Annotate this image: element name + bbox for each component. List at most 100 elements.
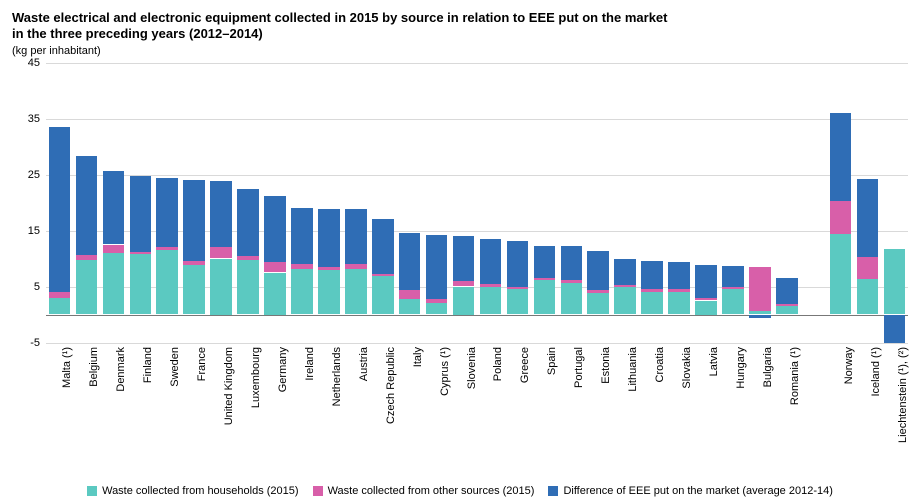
bar-segment-other: [372, 274, 394, 277]
y-tick-label: 35: [28, 113, 46, 125]
bar-segment-other: [49, 292, 71, 298]
x-axis-label: Norway: [841, 343, 855, 384]
bar-segment-households: [426, 303, 448, 315]
bar-segment-diff: [453, 236, 475, 281]
bar-slot: Belgium: [73, 63, 100, 343]
bar-segment-other: [587, 290, 609, 293]
y-tick-label: -5: [30, 337, 46, 349]
bar-segment-households: [372, 276, 394, 314]
bar-slot: Greece: [504, 63, 531, 343]
bar-segment-households: [156, 250, 178, 315]
bar-segment-other: [614, 285, 636, 287]
bar-segment-households: [614, 287, 636, 314]
bar-segment-diff: [776, 278, 798, 304]
x-axis-label: Romania (¹): [787, 343, 801, 405]
bar-slot: Slovenia: [450, 63, 477, 343]
bar-slot: Malta (¹): [46, 63, 73, 343]
x-axis-label: Belgium: [86, 343, 100, 387]
bar-segment-diff: [857, 179, 879, 257]
legend-swatch: [313, 486, 323, 496]
plot-area: -5515253545Malta (¹)BelgiumDenmarkFinlan…: [46, 63, 908, 343]
bar-slot: Denmark: [100, 63, 127, 343]
bar-segment-diff: [264, 196, 286, 262]
bar-segment-diff: [399, 233, 421, 290]
x-axis-label: Denmark: [113, 343, 127, 392]
bar-slot: Estonia: [585, 63, 612, 343]
bar-segment-other: [480, 284, 502, 287]
bar-slot: Slovakia: [666, 63, 693, 343]
bar-slot: Finland: [127, 63, 154, 343]
bar-segment-other: [668, 289, 690, 292]
bar-slot: Italy: [396, 63, 423, 343]
chart-container: Waste electrical and electronic equipmen…: [0, 0, 920, 503]
bar-segment-other: [76, 255, 98, 259]
bar-segment-households: [884, 249, 906, 315]
legend-swatch: [548, 486, 558, 496]
bar-segment-diff: [534, 246, 556, 278]
bar-segment-households: [830, 234, 852, 314]
bar-segment-diff: [210, 181, 232, 247]
x-axis-label: Netherlands: [329, 343, 343, 406]
bar-segment-other: [507, 287, 529, 289]
bar-segment-households: [776, 306, 798, 314]
bar-segment-households: [857, 279, 879, 315]
x-axis-label: Finland: [140, 343, 154, 383]
bar-slot: Ireland: [288, 63, 315, 343]
bar-segment-households: [237, 260, 259, 315]
bar-segment-diff: [291, 208, 313, 264]
bar-segment-diff: [830, 113, 852, 201]
x-axis-label: Estonia: [598, 343, 612, 384]
bar-segment-households: [318, 270, 340, 315]
bar-segment-households: [561, 283, 583, 314]
bar-segment-households: [264, 273, 286, 315]
bar-segment-diff: [507, 241, 529, 287]
x-axis-label: Hungary: [733, 343, 747, 389]
bar-slot: Cyprus (¹): [423, 63, 450, 343]
bar-segment-other: [183, 261, 205, 265]
x-axis-label: Croatia: [652, 343, 666, 382]
bar-segment-other: [291, 264, 313, 269]
bar-segment-households: [722, 289, 744, 314]
bar-segment-other: [426, 299, 448, 302]
bar-segment-households: [49, 298, 71, 315]
bar-segment-households: [291, 269, 313, 314]
legend-label: Waste collected from other sources (2015…: [328, 485, 535, 497]
x-axis-label: Spain: [544, 343, 558, 375]
bar-slot: United Kingdom: [208, 63, 235, 343]
x-axis-label: Poland: [490, 343, 504, 381]
legend-label: Waste collected from households (2015): [102, 485, 298, 497]
bar-segment-households: [507, 289, 529, 314]
bar-segment-households: [534, 280, 556, 315]
bar-segment-other: [561, 280, 583, 283]
bar-segment-other: [641, 289, 663, 291]
bar-segment-households: [399, 299, 421, 315]
bar-segment-diff: [76, 156, 98, 255]
bar-segment-other: [345, 264, 367, 269]
bar-segment-diff: [49, 127, 71, 292]
bar-segment-other: [830, 201, 852, 234]
bar-segment-other: [776, 304, 798, 306]
bar-segment-diff: [237, 189, 259, 256]
bar-segment-diff: [130, 176, 152, 252]
bar-slot: Netherlands: [315, 63, 342, 343]
bar-slot: France: [181, 63, 208, 343]
x-axis-label: Malta (¹): [59, 343, 73, 388]
bar-segment-other: [318, 267, 340, 269]
bar-segment-diff: [695, 265, 717, 297]
bar-slot: Latvia: [693, 63, 720, 343]
bar-segment-other: [237, 256, 259, 259]
bar-segment-other: [749, 267, 771, 310]
x-axis-label: Liechtenstein (¹), (²): [895, 343, 909, 443]
bar-segment-other: [210, 247, 232, 258]
bar-segment-diff: [480, 239, 502, 284]
legend-item: Waste collected from other sources (2015…: [313, 485, 535, 497]
x-axis-label: Slovenia: [464, 343, 478, 389]
bar-segment-diff: [345, 209, 367, 264]
bar-segment-diff: [884, 315, 906, 343]
x-axis-label: Luxembourg: [248, 343, 262, 408]
x-axis-label: Ireland: [302, 343, 316, 381]
bar-segment-households: [695, 301, 717, 315]
legend: Waste collected from households (2015) Wa…: [0, 485, 920, 497]
bar-segment-households: [453, 287, 475, 315]
bar-segment-diff: [156, 178, 178, 247]
